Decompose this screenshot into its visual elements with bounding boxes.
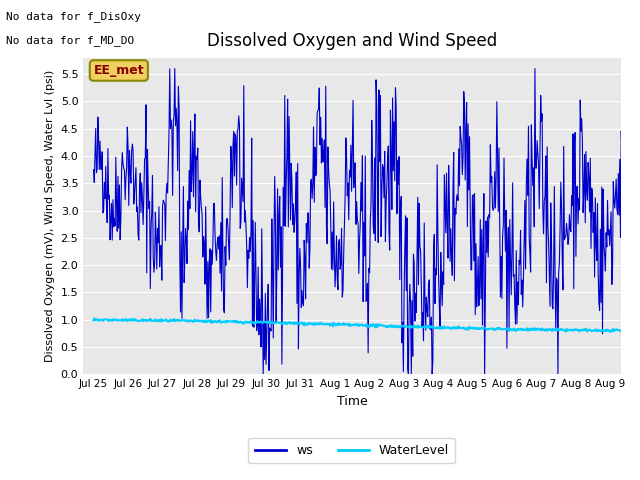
Line: WaterLevel: WaterLevel <box>93 319 640 332</box>
Text: EE_met: EE_met <box>93 64 144 77</box>
Y-axis label: Dissolved Oxygen (mV), Wind Speed, Water Lvl (psi): Dissolved Oxygen (mV), Wind Speed, Water… <box>45 70 55 362</box>
WaterLevel <box>90 316 98 322</box>
ws <box>259 372 267 377</box>
WaterLevel <box>284 320 291 326</box>
WaterLevel <box>305 320 312 326</box>
Text: No data for f_MD_DO: No data for f_MD_DO <box>6 35 134 46</box>
ws <box>428 314 435 320</box>
WaterLevel <box>90 317 97 323</box>
Title: Dissolved Oxygen and Wind Speed: Dissolved Oxygen and Wind Speed <box>207 33 497 50</box>
ws <box>257 309 264 315</box>
Line: ws: ws <box>93 69 640 374</box>
WaterLevel <box>257 319 264 324</box>
WaterLevel <box>638 329 640 335</box>
WaterLevel <box>155 317 163 323</box>
ws <box>90 167 97 172</box>
ws <box>154 240 162 246</box>
ws <box>171 66 179 72</box>
X-axis label: Time: Time <box>337 395 367 408</box>
WaterLevel <box>427 325 435 331</box>
WaterLevel <box>458 325 465 331</box>
ws <box>458 172 466 178</box>
ws <box>285 224 292 230</box>
ws <box>305 265 313 271</box>
Text: No data for f_DisOxy: No data for f_DisOxy <box>6 11 141 22</box>
Legend: ws, WaterLevel: ws, WaterLevel <box>248 438 456 463</box>
